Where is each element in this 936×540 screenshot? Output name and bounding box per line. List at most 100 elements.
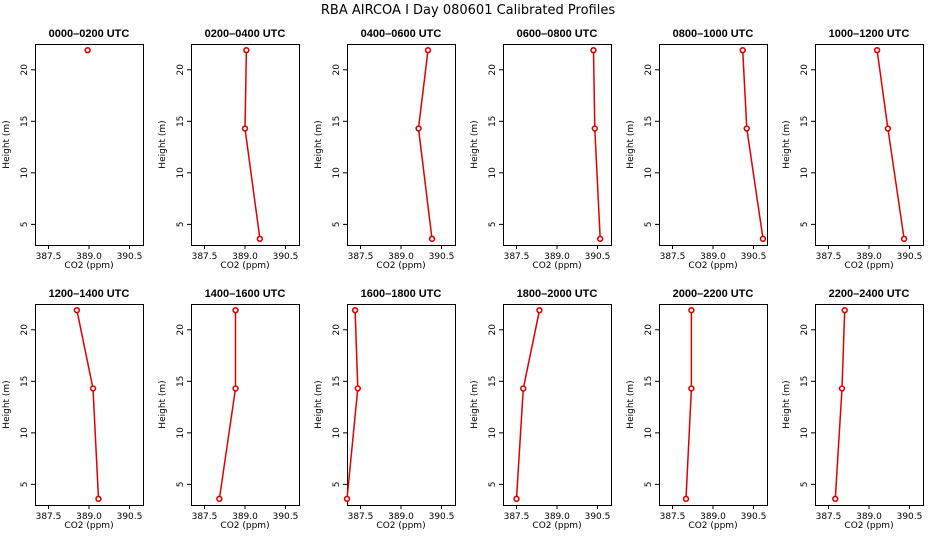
data-point — [216, 495, 223, 503]
x-axis-label: CO2 (ppm) — [688, 261, 737, 271]
y-tick-label: 15 — [332, 376, 342, 387]
x-axis-label: CO2 (ppm) — [532, 521, 581, 531]
data-point — [743, 125, 750, 132]
y-tick-label: 5 — [332, 482, 342, 488]
y-tick-label: 15 — [488, 116, 498, 127]
plot-frame — [191, 304, 300, 506]
y-tick-label: 15 — [20, 376, 30, 387]
data-point — [256, 235, 264, 243]
data-point — [343, 495, 351, 503]
data-point — [759, 235, 767, 243]
x-tick-label: 389.0 — [544, 512, 570, 522]
plot-frame — [815, 304, 924, 506]
data-point — [73, 306, 81, 314]
y-tick-label: 5 — [20, 222, 30, 228]
x-tick-label: 390.5 — [117, 252, 143, 262]
y-tick-label: 5 — [644, 222, 654, 228]
panel-title: 0000–0200 UTC — [49, 28, 130, 40]
x-tick-label: 387.5 — [816, 512, 842, 522]
y-tick-label: 10 — [644, 427, 654, 439]
y-tick-label: 20 — [20, 64, 30, 76]
y-tick-label: 20 — [644, 64, 654, 76]
data-point — [243, 46, 250, 54]
data-point — [520, 385, 527, 392]
x-tick-label: 390.5 — [897, 512, 923, 522]
y-tick-label: 15 — [644, 376, 654, 387]
profile-line — [834, 310, 846, 499]
y-tick-label: 10 — [20, 167, 30, 179]
x-tick-label: 390.5 — [273, 252, 299, 262]
x-tick-label: 390.5 — [741, 512, 767, 522]
profile-line — [515, 310, 541, 499]
profile-panel: 0000–0200 UTC 387.5 389.0 390.5 CO2 (ppm) 5 10… — [2, 28, 144, 271]
panel-title: 1000–1200 UTC — [829, 28, 910, 40]
data-point — [536, 306, 543, 314]
profile-line — [876, 50, 905, 239]
x-axis-label: CO2 (ppm) — [220, 261, 269, 271]
x-tick-label: 389.0 — [388, 252, 414, 262]
data-point — [900, 235, 908, 243]
data-point — [688, 385, 695, 392]
y-tick-label: 20 — [20, 324, 30, 336]
data-point — [232, 306, 239, 314]
y-tick-label: 15 — [332, 116, 342, 127]
profile-line — [76, 310, 100, 499]
x-axis-label: CO2 (ppm) — [844, 521, 893, 531]
plot-frame — [659, 44, 768, 246]
data-point — [89, 385, 97, 392]
y-tick-label: 20 — [800, 64, 810, 76]
y-axis-label: Height (m) — [782, 380, 792, 428]
x-tick-label: 389.0 — [76, 252, 102, 262]
profile-panel: 0600–0800 UTC 387.5 389.0 390.5 CO2 (ppm) 5 10… — [470, 28, 612, 271]
y-axis-label: Height (m) — [158, 380, 168, 428]
figure-title: RBA AIRCOA I Day 080601 Calibrated Profi… — [321, 3, 615, 18]
x-tick-label: 387.5 — [36, 512, 62, 522]
profile-panel: 1200–1400 UTC 387.5 389.0 390.5 CO2 (ppm) 5 10… — [2, 288, 144, 531]
y-tick-label: 20 — [800, 324, 810, 336]
data-point — [351, 306, 359, 314]
profile-panel: 2200–2400 UTC 387.5 389.0 390.5 CO2 (ppm) 5 10… — [782, 288, 924, 531]
y-tick-label: 15 — [800, 116, 810, 127]
data-point — [688, 306, 695, 314]
x-tick-label: 390.5 — [429, 252, 455, 262]
x-axis-label: CO2 (ppm) — [532, 261, 581, 271]
panel-title: 2000–2200 UTC — [673, 288, 754, 300]
data-point — [424, 46, 432, 54]
x-tick-label: 390.5 — [585, 512, 611, 522]
data-point — [95, 495, 102, 503]
x-tick-label: 390.5 — [585, 252, 611, 262]
y-axis-label: Height (m) — [470, 380, 480, 428]
x-axis-label: CO2 (ppm) — [376, 521, 425, 531]
y-tick-label: 20 — [488, 64, 498, 76]
y-tick-label: 15 — [176, 376, 186, 387]
y-axis-label: Height (m) — [2, 380, 12, 428]
x-tick-label: 387.5 — [660, 512, 686, 522]
x-axis-label: CO2 (ppm) — [220, 521, 269, 531]
x-tick-label: 387.5 — [348, 252, 374, 262]
data-point — [838, 385, 846, 392]
y-tick-label: 20 — [488, 324, 498, 336]
y-tick-label: 5 — [488, 482, 498, 488]
data-point — [590, 46, 597, 54]
y-tick-label: 5 — [644, 482, 654, 488]
panel-title: 1800–2000 UTC — [517, 288, 598, 300]
y-tick-label: 5 — [488, 222, 498, 228]
y-tick-label: 10 — [488, 167, 498, 179]
x-tick-label: 387.5 — [504, 252, 530, 262]
data-point — [241, 125, 249, 132]
y-tick-label: 5 — [176, 222, 186, 228]
x-tick-label: 389.0 — [700, 512, 726, 522]
x-tick-label: 387.5 — [816, 252, 842, 262]
x-axis-label: CO2 (ppm) — [376, 261, 425, 271]
x-tick-label: 389.0 — [388, 512, 414, 522]
data-point — [832, 495, 839, 503]
x-axis-label: CO2 (ppm) — [64, 521, 113, 531]
profile-panel: 1400–1600 UTC 387.5 389.0 390.5 CO2 (ppm) 5 10… — [158, 288, 300, 531]
data-point — [428, 235, 436, 243]
y-tick-label: 5 — [332, 222, 342, 228]
y-tick-label: 15 — [800, 376, 810, 387]
plot-frame — [35, 304, 144, 506]
data-point — [513, 495, 520, 503]
data-point — [739, 46, 746, 54]
